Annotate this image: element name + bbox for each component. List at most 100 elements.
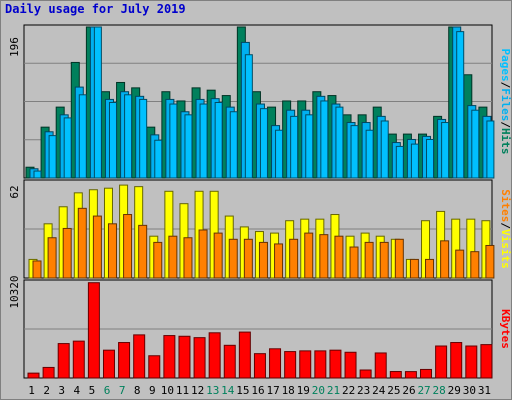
bar-sites-day-24 [379, 241, 389, 279]
x-tick-label: 9 [149, 384, 156, 397]
bar-pages-day-16 [259, 108, 268, 179]
x-tick-label: 12 [191, 384, 204, 397]
x-tick-label: 4 [74, 384, 81, 397]
bar-sites-day-27 [425, 258, 435, 279]
x-tick-label: 1 [28, 384, 35, 397]
x-tick-label: 31 [478, 384, 491, 397]
x-tick-label: 2 [43, 384, 50, 397]
x-tick-label: 5 [89, 384, 96, 397]
bar-kbytes-day-6 [102, 349, 115, 379]
bar-pages-day-12 [199, 103, 208, 179]
x-tick-label: 11 [176, 384, 189, 397]
x-tick-label: 18 [282, 384, 295, 397]
y-max-label: 196 [8, 37, 21, 57]
bar-kbytes-day-24 [374, 352, 387, 379]
bar-sites-day-26 [409, 258, 419, 279]
bar-pages-day-22 [350, 125, 359, 179]
bar-pages-day-18 [290, 115, 299, 179]
bar-pages-day-19 [305, 114, 314, 179]
bar-sites-day-18 [289, 238, 299, 279]
bar-sites-day-9 [153, 241, 163, 279]
bar-kbytes-day-29 [450, 342, 463, 379]
x-tick-label: 13 [206, 384, 219, 397]
x-tick-label: 20 [312, 384, 325, 397]
bar-pages-day-23 [365, 129, 374, 179]
x-tick-label: 30 [463, 384, 476, 397]
bar-pages-day-28 [441, 122, 450, 179]
bar-kbytes-day-12 [193, 337, 206, 379]
x-tick-label: 16 [251, 384, 264, 397]
x-tick-label: 29 [448, 384, 461, 397]
bar-kbytes-day-10 [163, 335, 176, 379]
bar-sites-day-22 [349, 246, 359, 279]
bar-kbytes-day-7 [118, 342, 131, 379]
bar-pages-day-27 [426, 138, 435, 179]
bar-kbytes-day-11 [178, 335, 191, 379]
bar-pages-day-31 [486, 120, 495, 179]
x-tick-label: 15 [236, 384, 249, 397]
x-tick-label: 3 [58, 384, 65, 397]
legend-entry: Hits [499, 128, 512, 155]
bar-kbytes-day-1 [27, 372, 40, 379]
bar-pages-day-21 [335, 106, 344, 179]
bar-sites-day-28 [440, 240, 450, 279]
bar-sites-day-20 [319, 234, 329, 279]
bar-pages-day-17 [275, 129, 284, 179]
x-tick-label: 22 [342, 384, 355, 397]
y-max-label: 62 [8, 185, 21, 198]
bar-sites-day-13 [213, 232, 223, 279]
bar-sites-day-14 [228, 238, 238, 279]
bar-sites-day-17 [274, 243, 284, 279]
x-tick-label: 25 [387, 384, 400, 397]
legend-kbytes: KBytes [499, 309, 512, 349]
bar-kbytes-day-15 [238, 331, 251, 379]
x-tick-label: 7 [119, 384, 126, 397]
legend-entry: Pages [499, 49, 512, 82]
bar-kbytes-day-31 [480, 344, 493, 379]
bar-sites-day-19 [304, 232, 314, 279]
bar-pages-day-8 [139, 98, 148, 179]
bar-pages-day-7 [124, 94, 133, 179]
x-tick-label: 21 [327, 384, 340, 397]
bar-sites-day-30 [470, 251, 480, 279]
bar-kbytes-day-27 [420, 368, 433, 379]
bar-sites-day-23 [364, 241, 374, 279]
bar-kbytes-day-26 [404, 371, 417, 379]
bar-pages-day-11 [184, 114, 193, 179]
bar-pages-day-13 [214, 102, 223, 179]
bar-pages-day-3 [63, 117, 72, 179]
bar-pages-day-20 [320, 100, 329, 179]
x-tick-label: 23 [357, 384, 370, 397]
bar-sites-day-3 [62, 227, 72, 279]
bar-sites-day-5 [92, 215, 102, 279]
x-tick-label: 17 [266, 384, 279, 397]
bar-sites-day-6 [107, 223, 117, 279]
bar-pages-day-4 [78, 94, 87, 179]
x-tick-label: 8 [134, 384, 141, 397]
bar-pages-day-10 [169, 103, 178, 179]
bar-kbytes-day-16 [253, 353, 266, 379]
bar-kbytes-day-25 [389, 371, 402, 379]
x-tick-label: 6 [104, 384, 111, 397]
bar-sites-day-11 [183, 237, 193, 279]
bar-pages-day-30 [471, 109, 480, 179]
bar-pages-day-5 [93, 26, 102, 179]
x-tick-label: 26 [402, 384, 415, 397]
bar-kbytes-day-17 [269, 348, 282, 379]
x-tick-label: 10 [161, 384, 174, 397]
bar-sites-day-15 [243, 238, 253, 279]
x-tick-label: 28 [433, 384, 446, 397]
legend-entry: Sites [499, 189, 512, 222]
bar-pages-day-24 [380, 120, 389, 179]
bar-kbytes-day-23 [359, 369, 372, 379]
bar-kbytes-day-30 [465, 345, 478, 379]
bar-sites-day-16 [258, 241, 268, 279]
legend-entry: / [499, 222, 512, 229]
bar-sites-day-21 [334, 235, 344, 279]
chart-title: Daily usage for July 2019 [5, 2, 186, 16]
bar-sites-day-1 [32, 260, 42, 279]
bar-sites-day-7 [123, 214, 133, 279]
bar-sites-day-2 [47, 237, 57, 279]
legend-hits-files-pages: Pages/Files/Hits [499, 49, 512, 155]
